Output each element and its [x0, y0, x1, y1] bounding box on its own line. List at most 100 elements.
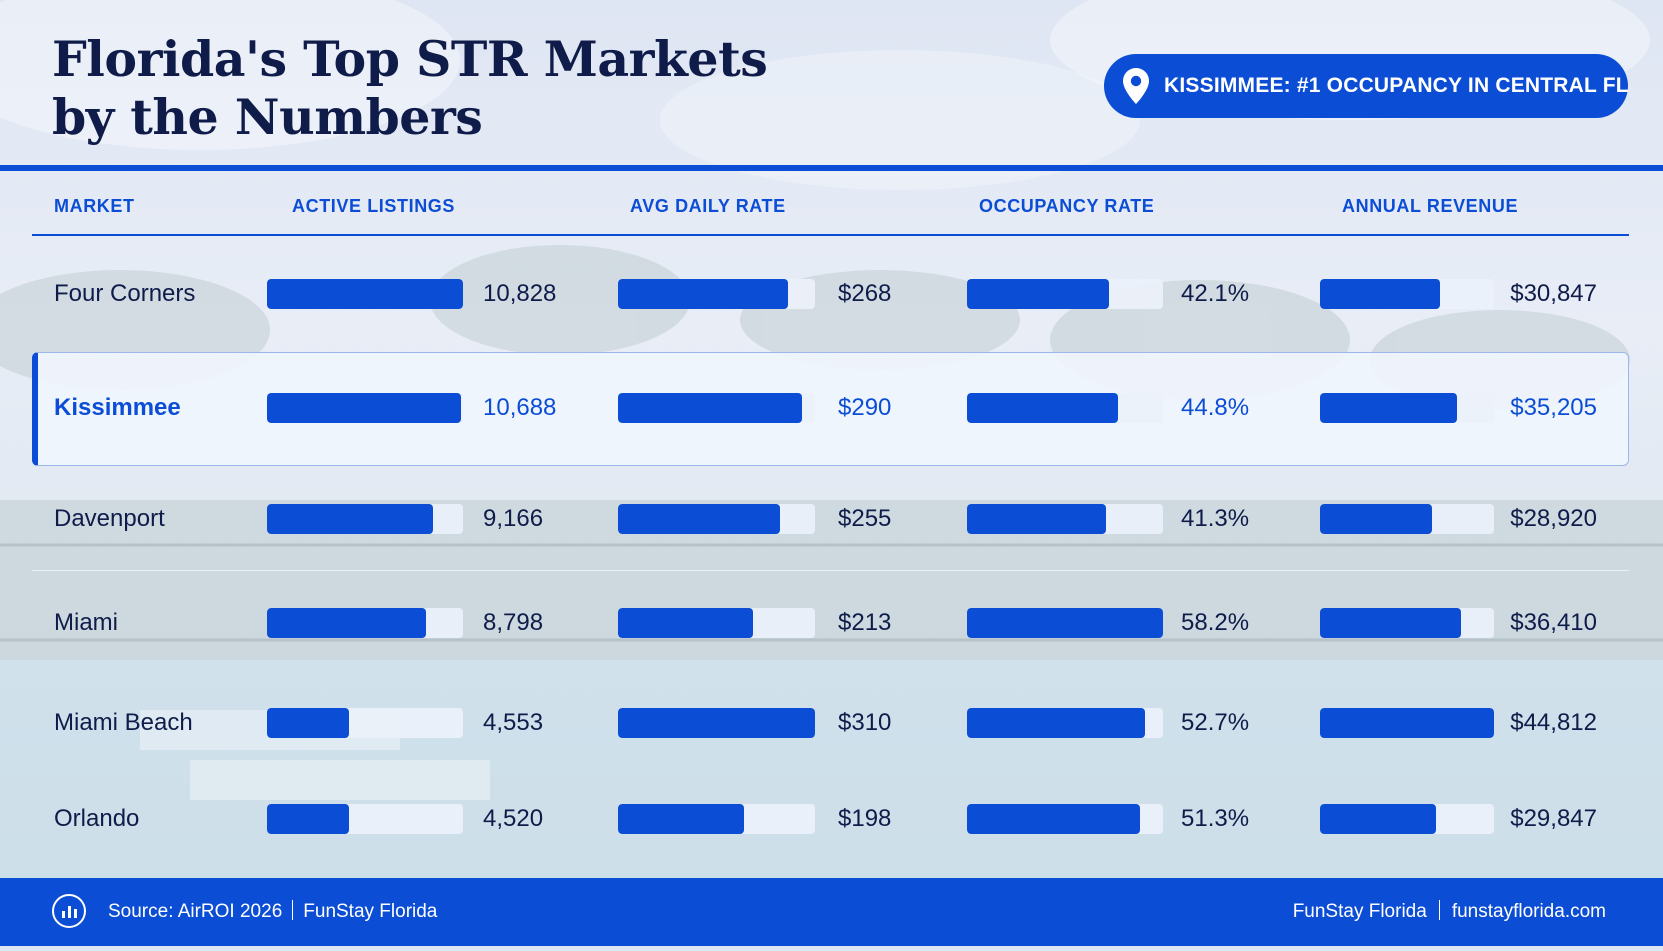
bar-occupancy [967, 393, 1118, 423]
market-name: Miami [54, 609, 118, 636]
title-line-1: Florida's Top STR Markets [52, 30, 768, 88]
bar-revenue [1320, 608, 1462, 638]
bar-track [967, 708, 1163, 738]
value-revenue: $28,920 [1510, 505, 1597, 532]
badge-text: KISSIMMEE: #1 OCCUPANCY IN CENTRAL FL [1164, 74, 1629, 97]
bar-track [967, 279, 1163, 309]
bar-track [618, 708, 815, 738]
bar-occupancy [967, 504, 1107, 534]
footer-source: Source: AirROI 2026 FunStay Florida [108, 900, 437, 923]
value-listings: 4,520 [483, 805, 544, 832]
value-adr: $268 [838, 280, 892, 307]
value-adr: $290 [838, 394, 892, 421]
bar-revenue [1320, 393, 1457, 423]
bar-adr [618, 504, 780, 534]
header-avg-daily-rate: AVG DAILY RATE [630, 196, 786, 216]
value-adr: $255 [838, 505, 892, 532]
market-name: Orlando [54, 805, 140, 832]
value-adr: $198 [838, 805, 892, 832]
market-name: Four Corners [54, 280, 196, 307]
bar-track [267, 279, 463, 309]
bar-occupancy [967, 708, 1145, 738]
value-revenue: $30,847 [1510, 280, 1597, 307]
bar-revenue [1320, 708, 1494, 738]
bar-track [618, 504, 815, 534]
bar-adr [618, 708, 815, 738]
location-pin-icon [1122, 67, 1150, 105]
value-listings: 4,553 [483, 709, 544, 736]
market-name: Kissimmee [54, 394, 181, 421]
market-name: Davenport [54, 505, 165, 532]
top-divider [0, 165, 1663, 171]
header-divider [32, 234, 1629, 236]
separator [1438, 900, 1440, 920]
bar-chart-icon [52, 894, 86, 928]
bar-track [618, 279, 815, 309]
header-market: MARKET [54, 196, 135, 216]
bar-adr [618, 804, 744, 834]
separator [292, 900, 294, 920]
bar-listings [267, 504, 433, 534]
bar-track [618, 608, 815, 638]
bar-revenue [1320, 279, 1440, 309]
value-listings: 9,166 [483, 505, 544, 532]
bar-track [967, 608, 1163, 638]
bar-revenue [1320, 504, 1433, 534]
value-revenue: $35,205 [1510, 394, 1597, 421]
value-revenue: $36,410 [1510, 609, 1597, 636]
market-name: Miami Beach [54, 709, 193, 736]
value-occupancy: 42.1% [1181, 280, 1250, 307]
bar-track [967, 393, 1163, 423]
value-occupancy: 44.8% [1181, 394, 1250, 421]
source-text: Source: AirROI 2026 [108, 901, 283, 922]
bar-track [1320, 608, 1494, 638]
bar-track [967, 504, 1163, 534]
bar-track [267, 608, 463, 638]
bar-listings [267, 708, 350, 738]
value-occupancy: 41.3% [1181, 505, 1250, 532]
value-revenue: $29,847 [1510, 805, 1597, 832]
bar-revenue [1320, 804, 1436, 834]
bar-adr [618, 393, 803, 423]
brand-website[interactable]: funstayflorida.com [1451, 901, 1606, 922]
footer: Source: AirROI 2026 FunStay Florida FunSt… [0, 878, 1663, 946]
value-occupancy: 51.3% [1181, 805, 1250, 832]
bar-track [967, 804, 1163, 834]
value-occupancy: 52.7% [1181, 709, 1250, 736]
value-listings: 10,828 [483, 280, 557, 307]
bar-track [1320, 804, 1494, 834]
bar-occupancy [967, 279, 1109, 309]
value-revenue: $44,812 [1510, 709, 1597, 736]
bar-listings [267, 804, 349, 834]
bar-track [618, 393, 815, 423]
bar-track [1320, 504, 1494, 534]
bar-track [1320, 708, 1494, 738]
highlight-badge: KISSIMMEE: #1 OCCUPANCY IN CENTRAL FL [1104, 54, 1629, 118]
bar-adr [618, 279, 789, 309]
bar-listings [267, 608, 427, 638]
value-occupancy: 58.2% [1181, 609, 1250, 636]
bar-listings [267, 393, 461, 423]
bar-track [267, 708, 463, 738]
value-adr: $310 [838, 709, 892, 736]
bar-track [267, 393, 463, 423]
page-title: Florida's Top STR Markets by the Numbers [52, 30, 768, 146]
row-divider [32, 570, 1629, 571]
title-line-2: by the Numbers [52, 88, 483, 146]
bar-listings [267, 279, 463, 309]
source-brand: FunStay Florida [303, 901, 438, 922]
bar-track [1320, 393, 1494, 423]
bar-occupancy [967, 804, 1140, 834]
value-adr: $213 [838, 609, 892, 636]
brand-name: FunStay Florida [1292, 901, 1427, 922]
footer-brand: FunStay Florida funstayflorida.com [1293, 900, 1606, 923]
header-active-listings: ACTIVE LISTINGS [292, 196, 456, 216]
bar-adr [618, 608, 754, 638]
value-listings: 8,798 [483, 609, 544, 636]
value-listings: 10,688 [483, 394, 557, 421]
header-annual-revenue: ANNUAL REVENUE [1342, 196, 1519, 216]
bar-occupancy [967, 608, 1163, 638]
bar-track [618, 804, 815, 834]
bar-track [267, 504, 463, 534]
bar-track [267, 804, 463, 834]
